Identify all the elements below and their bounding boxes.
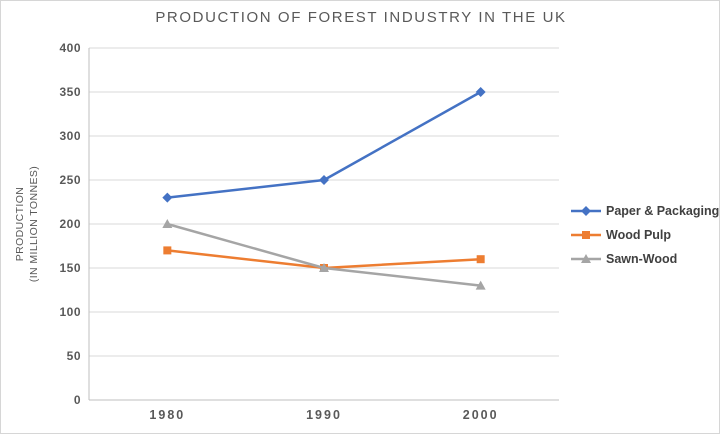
data-point-marker	[475, 87, 486, 97]
data-point-marker	[319, 175, 329, 185]
y-tick-label: 300	[59, 129, 81, 143]
legend-swatch-square-icon	[571, 231, 601, 239]
legend-marker-icon	[582, 231, 590, 239]
legend-item: Wood Pulp	[571, 223, 719, 247]
y-tick-label: 100	[59, 305, 81, 319]
data-point-marker	[476, 255, 485, 264]
legend-marker-icon	[581, 254, 591, 263]
legend-item: Paper & Packaging	[571, 199, 719, 223]
legend-label: Sawn-Wood	[606, 252, 678, 266]
y-tick-label: 200	[59, 217, 81, 231]
y-tick-label: 350	[59, 85, 81, 99]
y-tick-label: 150	[59, 261, 81, 275]
chart-title: PRODUCTION OF FOREST INDUSTRY IN THE UK	[155, 9, 567, 26]
data-point-marker	[319, 263, 329, 272]
legend-label: Wood Pulp	[606, 228, 672, 242]
data-point-marker	[162, 219, 173, 228]
y-tick-label: 50	[67, 349, 81, 363]
legend: Paper & Packaging Wood Pulp Sawn-Wood	[571, 199, 719, 271]
x-tick-label: 1990	[306, 408, 342, 422]
legend-swatch-diamond-icon	[571, 206, 601, 216]
y-tick-label: 250	[59, 173, 81, 187]
legend-label: Paper & Packaging	[606, 204, 720, 218]
x-tick-label: 2000	[463, 408, 499, 422]
legend-marker-icon	[581, 206, 591, 216]
legend-swatch-triangle-icon	[571, 254, 601, 263]
legend-item: Sawn-Wood	[571, 247, 719, 271]
data-point-marker	[475, 280, 486, 290]
data-point-marker	[163, 246, 172, 255]
y-tick-label: 400	[59, 41, 81, 55]
y-tick-label: 0	[74, 393, 81, 407]
x-tick-label: 1980	[149, 408, 185, 422]
data-point-marker	[162, 192, 173, 203]
